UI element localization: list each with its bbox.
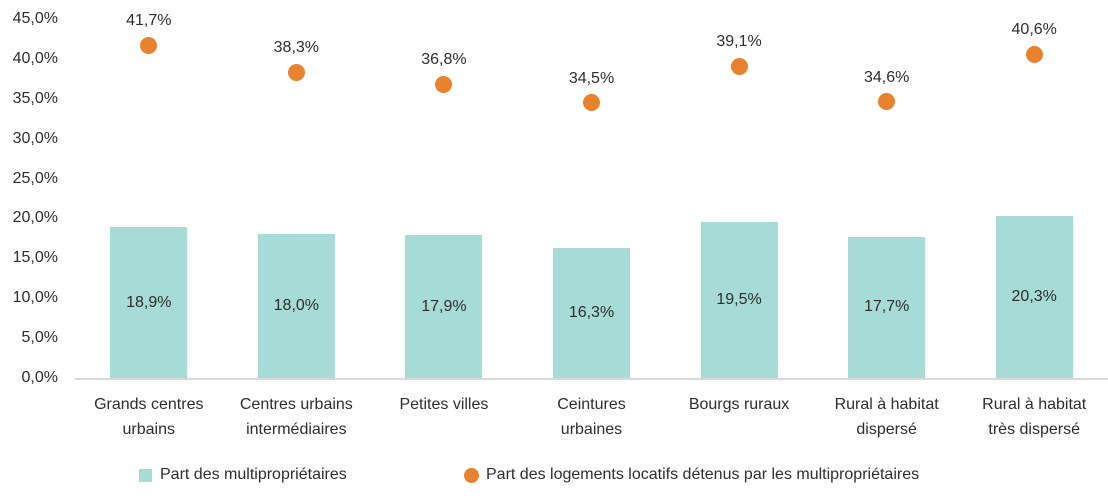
scatter-value-label: 36,8% [421,51,467,69]
bar: 17,7% [848,236,926,378]
x-axis-label: Petites villes [399,396,489,413]
bar-value-label: 17,7% [863,298,910,316]
scatter-dot-icon [878,93,896,111]
y-axis-tick-label: 30,0% [12,129,58,147]
bar: 16,3% [553,247,630,378]
bar: 19,5% [700,222,778,378]
x-axis-label: Grands centres urbains [94,396,204,438]
y-axis-tick-label: 25,0% [12,169,58,187]
scatter-dot-icon [1025,45,1043,63]
scatter-dot-icon [287,63,305,81]
legend-label-scatter-series: Part des logements locatifs détenus par … [486,466,920,483]
scatter-dot-icon [435,75,453,93]
bar: 18,0% [257,234,335,378]
scatter-dot-icon [140,36,158,54]
y-axis-tick-label: 20,0% [12,209,58,227]
scatter-value-label: 34,5% [568,69,615,87]
scatter-value-label: 41,7% [126,12,172,30]
scatter-value-label: 40,6% [1011,21,1057,39]
bar-value-label: 18,0% [273,297,320,315]
scatter-dot-icon [730,57,748,75]
y-axis-tick-label: 35,0% [12,89,58,107]
y-axis-tick-label: 0,0% [21,369,58,386]
bar-value-label: 20,3% [1011,288,1057,306]
scatter-value-label: 38,3% [273,39,320,57]
y-axis-tick-label: 15,0% [12,249,58,267]
x-axis-label: Rural à habitat dispersé [834,396,939,438]
bar-value-label: 16,3% [568,303,615,321]
scatter-value-label: 39,1% [716,33,762,51]
bar: 18,9% [110,227,188,378]
x-axis-label: Ceintures urbaines [557,396,626,438]
legend-label-bar-series: Part des multipropriétaires [160,466,347,483]
bar-value-label: 17,9% [421,297,467,315]
scatter-value-label: 34,6% [863,68,910,86]
bar-value-label: 18,9% [126,293,172,311]
y-axis-tick-label: 5,0% [21,329,58,347]
scatter-dot-icon [583,94,600,112]
scatter-series-swatch-icon [464,467,479,483]
legend: Part des multipropriétaires Part des log… [0,462,1108,488]
y-axis-tick-label: 40,0% [12,49,58,67]
x-axis-label: Bourgs ruraux [688,396,790,413]
legend-item-bar-series: Part des multipropriétaires [139,462,347,488]
x-axis-label: Centres urbains intermédiaires [239,396,353,438]
bar-value-label: 19,5% [716,291,762,309]
y-axis-tick-label: 10,0% [12,289,58,307]
legend-item-scatter-series: Part des logements locatifs détenus par … [464,462,919,488]
bar: 20,3% [995,216,1073,378]
y-axis-tick-label: 45,0% [12,10,58,27]
bar: 17,9% [405,235,483,378]
x-axis-label: Rural à habitat très dispersé [982,396,1087,438]
bar-series-swatch-icon [139,468,152,482]
x-axis-line [75,378,1108,380]
